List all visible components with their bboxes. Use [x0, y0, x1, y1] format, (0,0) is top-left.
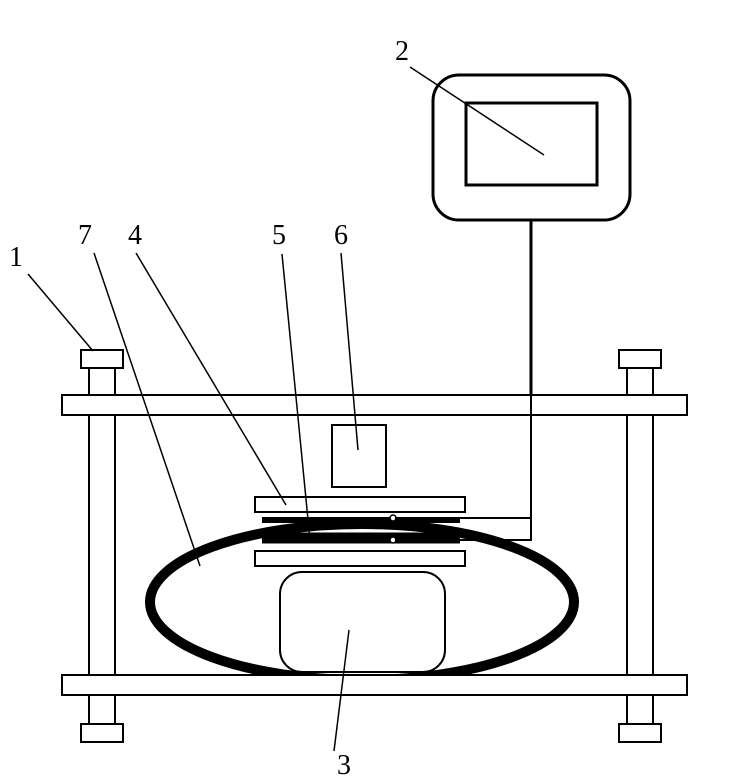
callout-label-2: 2	[395, 36, 409, 67]
left-bolt-nut	[81, 724, 123, 742]
frame-top-bar	[62, 395, 687, 415]
sensor-block	[332, 425, 386, 487]
callout-label-3: 3	[337, 750, 351, 781]
callout-label-1: 1	[9, 242, 23, 273]
frame-bottom-bar	[62, 675, 687, 695]
lower-plate	[255, 551, 465, 566]
callout-label-5: 5	[272, 220, 286, 251]
callout-label-6: 6	[334, 220, 348, 251]
callout-line-1	[28, 274, 93, 351]
right-bolt-shaft	[627, 368, 653, 724]
callout-label-4: 4	[128, 220, 142, 251]
callout-line-6	[341, 253, 358, 450]
specimen-can	[280, 572, 445, 672]
callout-label-7: 7	[78, 220, 92, 251]
right-bolt-nut	[619, 724, 661, 742]
display-screen	[466, 103, 597, 185]
left-bolt-head	[81, 350, 123, 368]
callout-line-4	[136, 253, 286, 505]
right-bolt-head	[619, 350, 661, 368]
left-bolt-shaft	[89, 368, 115, 724]
